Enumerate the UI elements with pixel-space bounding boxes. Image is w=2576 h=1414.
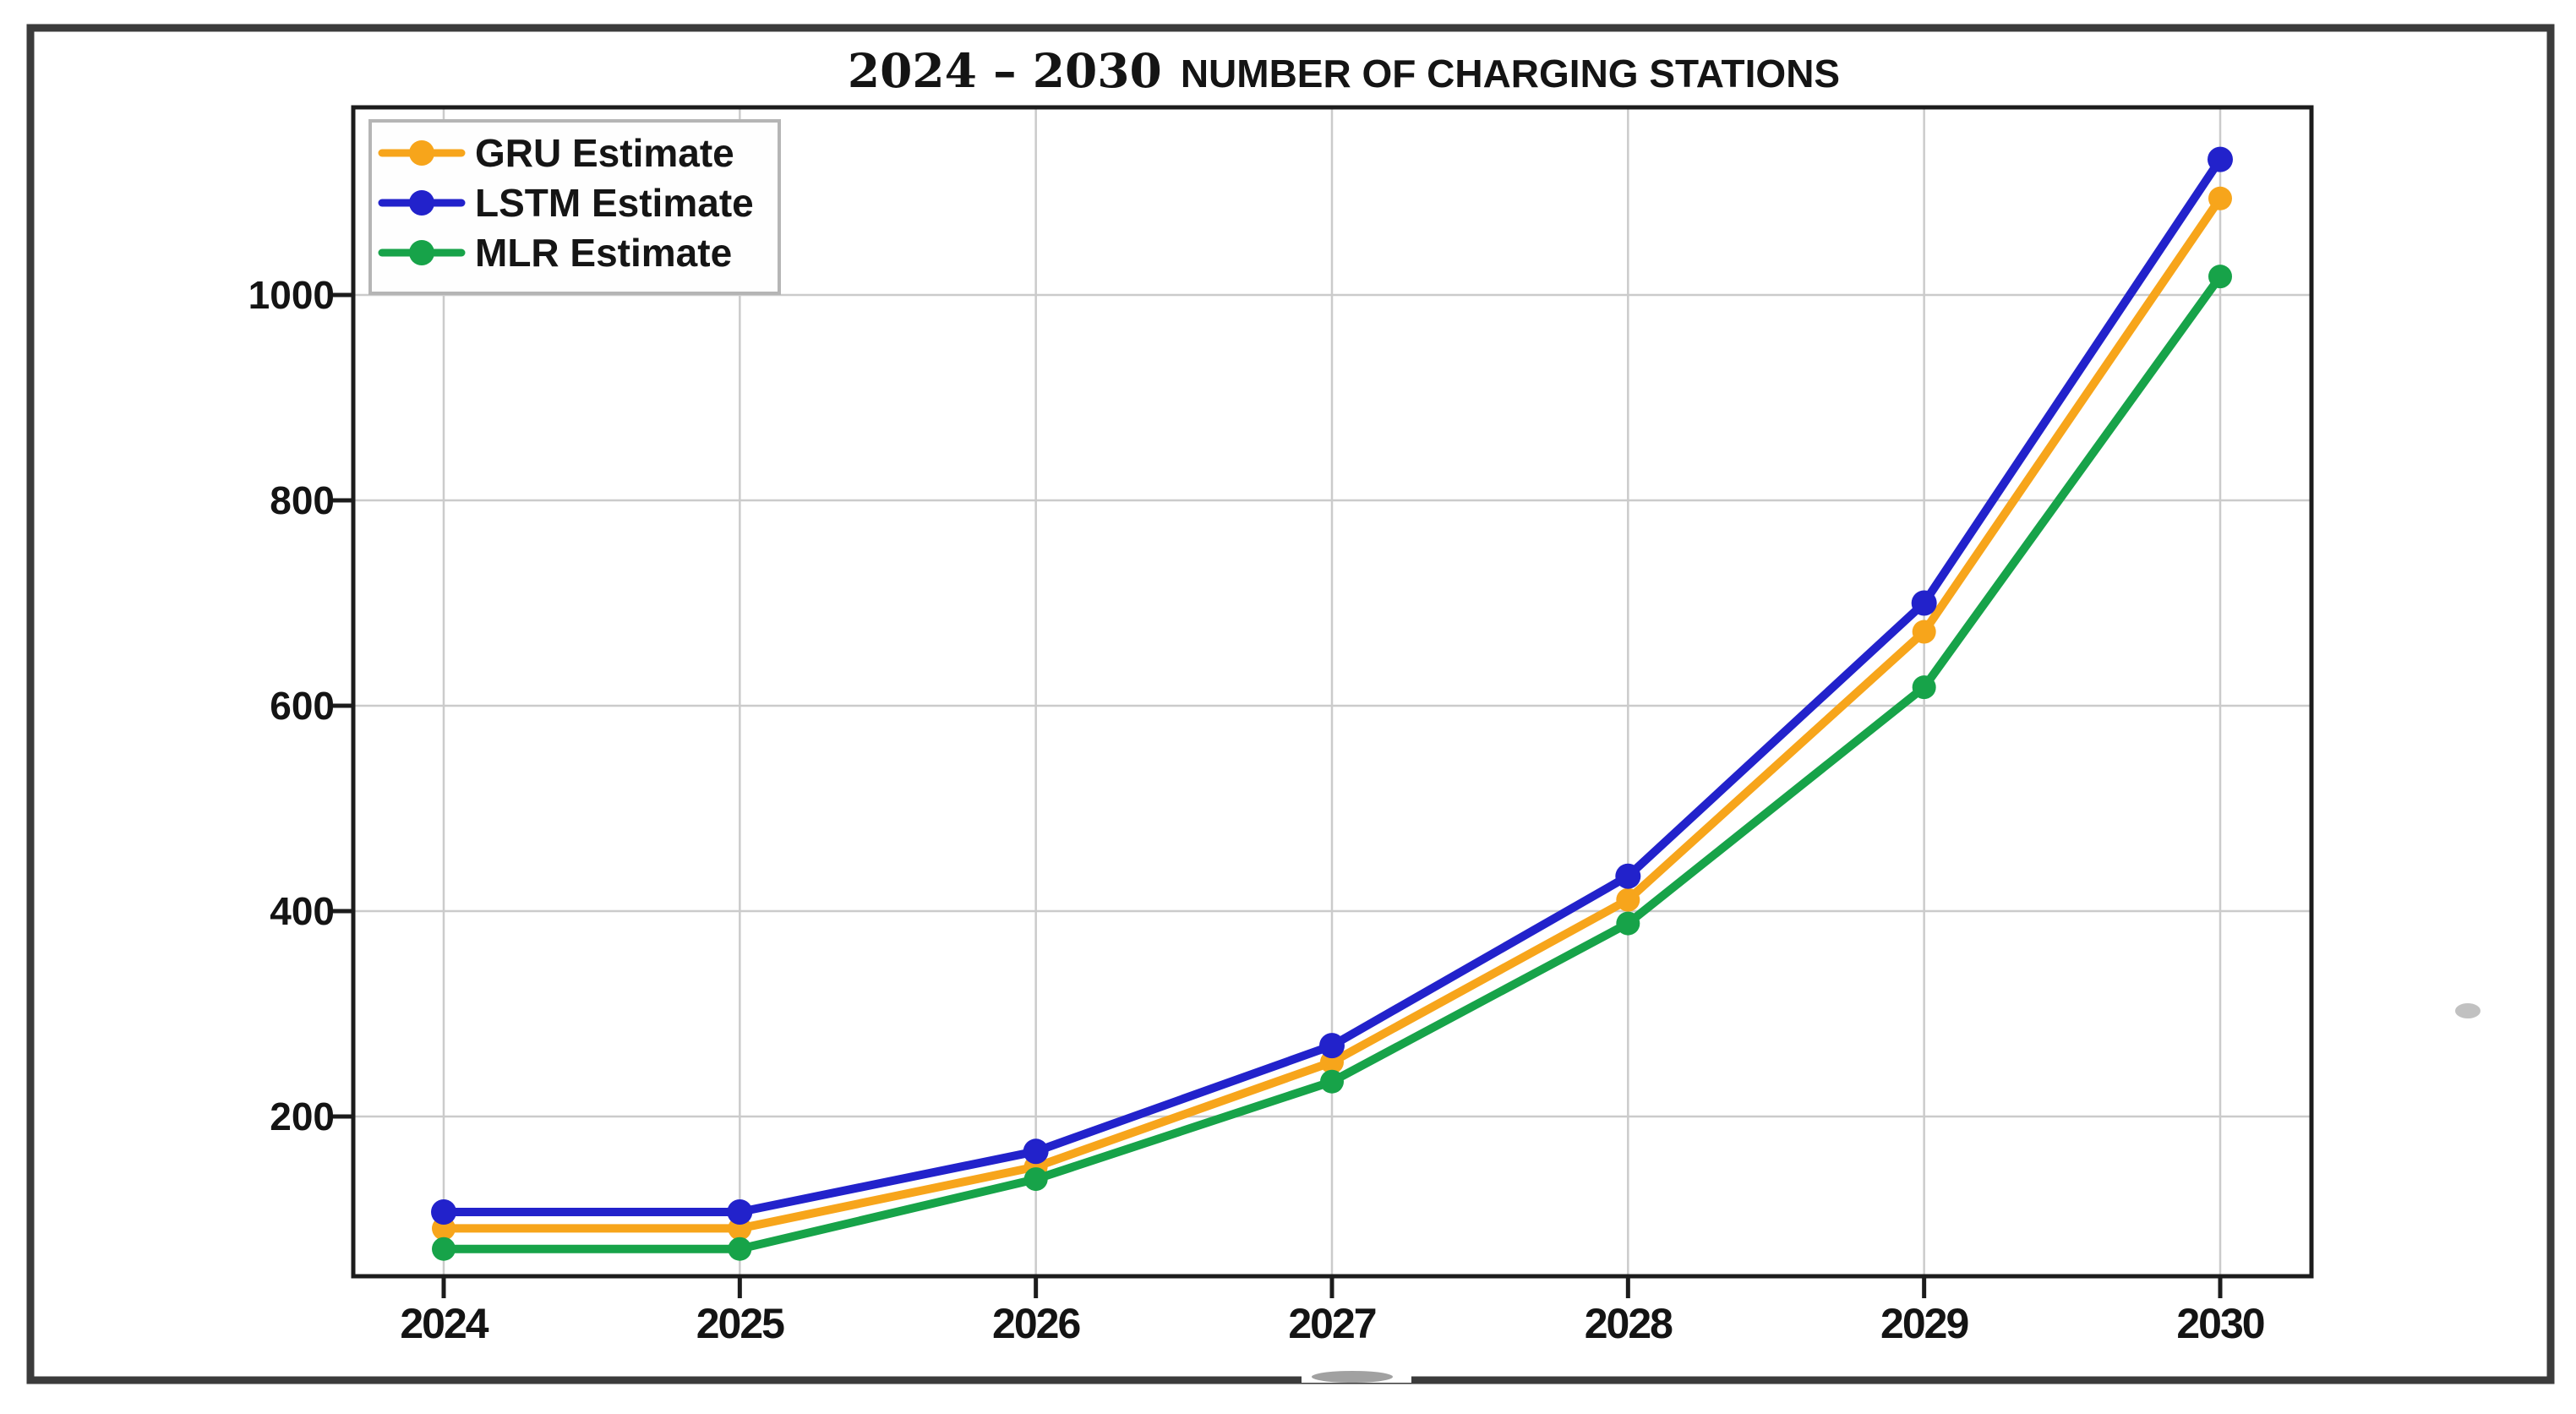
axis-tick-labels: 2024 2025 2026 2027 2028 2029 2030 200 400 600 800… (248, 273, 2266, 1347)
chart-title-range: 2024 – 2030 (848, 43, 1162, 98)
xtick-label-2028: 2028 (1585, 1300, 1673, 1347)
marker-lstm-2028 (1615, 863, 1641, 889)
scan-artifacts (1302, 1003, 2480, 1383)
legend-marker-icon (409, 240, 434, 265)
legend-label: GRU Estimate (475, 131, 734, 175)
scan-speck (2455, 1003, 2480, 1018)
xtick-label-2027: 2027 (1288, 1300, 1375, 1347)
marker-gru-2030 (2208, 186, 2232, 210)
gridlines (353, 107, 2311, 1276)
xtick-label-2029: 2029 (1880, 1300, 1967, 1347)
marker-lstm-2025 (727, 1198, 753, 1225)
axis-ticks (333, 292, 2223, 1298)
marker-mlr-2029 (1912, 675, 1936, 700)
ytick-label-400: 400 (270, 889, 335, 933)
marker-mlr-2028 (1616, 911, 1640, 936)
ytick-label-600: 600 (270, 684, 335, 728)
legend-label: MLR Estimate (475, 231, 732, 275)
marker-mlr-2027 (1319, 1069, 1344, 1094)
legend-marker-icon (409, 140, 434, 166)
xtick-label-2030: 2030 (2176, 1300, 2263, 1347)
xtick-label-2026: 2026 (992, 1300, 1079, 1347)
chart-title: 2024 – 2030 NUMBER OF CHARGING STATIONS (848, 43, 1840, 98)
marker-mlr-2024 (432, 1237, 456, 1261)
ytick-label-1000: 1000 (248, 273, 335, 317)
marker-mlr-2025 (728, 1237, 752, 1261)
border-smudge (1312, 1371, 1393, 1383)
outer-frame (26, 24, 2555, 1384)
marker-lstm-2029 (1911, 590, 1937, 616)
ytick-label-200: 200 (270, 1095, 335, 1138)
marker-lstm-2030 (2207, 146, 2233, 172)
legend-item-lstm: LSTM Estimate (378, 181, 754, 225)
marker-lstm-2027 (1318, 1033, 1345, 1059)
chart-title-name: NUMBER OF CHARGING STATIONS (1181, 52, 1840, 96)
data-series (431, 146, 2233, 1261)
legend: GRU Estimate LSTM Estimate MLR Estimate (368, 119, 781, 295)
xtick-label-2025: 2025 (696, 1300, 784, 1347)
legend-marker-icon (409, 190, 434, 216)
marker-gru-2028 (1616, 887, 1640, 912)
marker-mlr-2026 (1023, 1167, 1048, 1192)
marker-lstm-2026 (1023, 1138, 1049, 1165)
legend-items: GRU Estimate LSTM Estimate MLR Estimate (378, 131, 754, 275)
xtick-label-2024: 2024 (400, 1300, 488, 1347)
marker-lstm-2024 (431, 1198, 456, 1225)
legend-label: LSTM Estimate (475, 181, 754, 225)
legend-item-gru: GRU Estimate (378, 131, 734, 175)
ytick-label-800: 800 (270, 478, 335, 522)
marker-mlr-2030 (2208, 265, 2232, 289)
legend-item-mlr: MLR Estimate (378, 231, 732, 275)
marker-gru-2029 (1912, 620, 1936, 644)
